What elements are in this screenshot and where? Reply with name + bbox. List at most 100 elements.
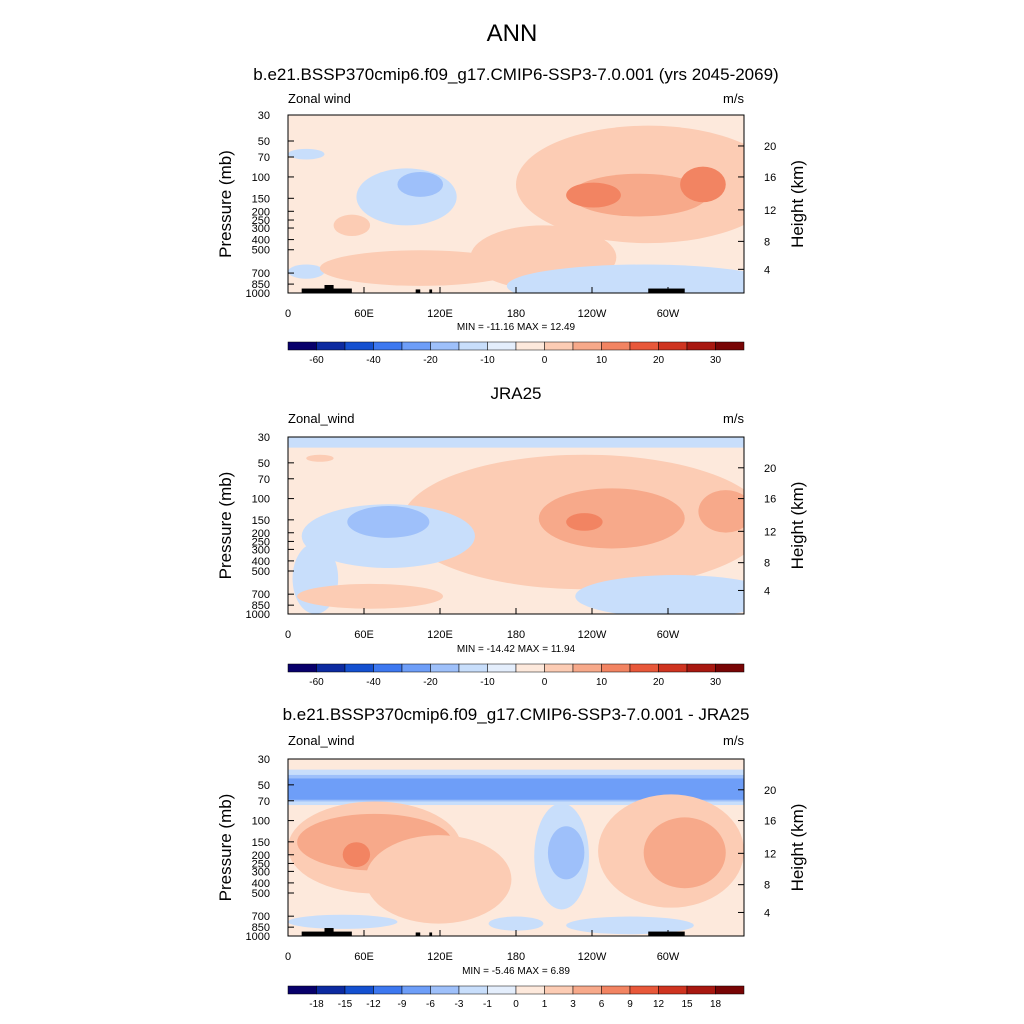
y-axis-label: Pressure (mb) <box>216 150 235 258</box>
colorbar-box <box>658 985 688 995</box>
y-tick-label: 1000 <box>246 288 270 300</box>
y-tick-label: 700 <box>252 268 270 280</box>
y-tick-label: 850 <box>252 922 270 934</box>
y-tick-label: 70 <box>258 152 270 164</box>
panel-variable-label: Zonal_wind <box>288 411 355 426</box>
height-tick-label: 4 <box>764 585 770 597</box>
colorbar-label: 3 <box>570 999 576 1010</box>
min-max-stats: MIN = -11.16 MAX = 12.49 <box>457 322 576 333</box>
x-tick-label: 120W <box>578 951 607 963</box>
colorbar-box <box>658 341 688 351</box>
x-tick-label: 60W <box>657 951 680 963</box>
colorbar-label: 6 <box>599 999 605 1010</box>
colorbar-label: 0 <box>513 999 519 1010</box>
colorbar-box <box>458 985 488 995</box>
height-tick-label: 16 <box>764 172 776 184</box>
y-tick-label: 150 <box>252 193 270 205</box>
colorbar-box <box>487 341 517 351</box>
y-tick-label: 30 <box>258 754 270 766</box>
contour-region <box>488 916 544 931</box>
contour-region <box>506 264 744 293</box>
colorbar-box <box>686 663 716 673</box>
colorbar-box <box>601 341 631 351</box>
colorbar-label: -40 <box>366 677 381 688</box>
colorbar-box <box>515 663 545 673</box>
colorbar-label: -40 <box>366 355 381 366</box>
x-tick-label: 60E <box>354 951 374 963</box>
colorbar-box <box>373 663 403 673</box>
y-tick-label: 250 <box>252 858 270 870</box>
colorbar-label: 9 <box>627 999 633 1010</box>
x-tick-label: 120E <box>427 308 453 320</box>
colorbar-box <box>715 985 745 995</box>
colorbar-box <box>601 985 631 995</box>
colorbar-box <box>601 663 631 673</box>
y-tick-label: 50 <box>258 136 270 148</box>
y-tick-label: 100 <box>252 816 270 828</box>
contour-fills <box>288 437 744 614</box>
colorbar-box <box>287 341 317 351</box>
x-tick-label: 0 <box>285 629 291 641</box>
contour-region <box>297 583 444 609</box>
panel-units-label: m/s <box>723 411 744 426</box>
y-tick-label: 1000 <box>246 931 270 943</box>
height-tick-label: 8 <box>764 236 770 248</box>
colorbar-box <box>715 663 745 673</box>
colorbar-label: 0 <box>542 677 548 688</box>
colorbar-label: -1 <box>483 999 492 1010</box>
contour-region <box>575 575 744 614</box>
y-tick-label: 1000 <box>246 609 270 621</box>
contour-region <box>643 817 726 889</box>
contour-region <box>547 826 585 880</box>
y-tick-label: 30 <box>258 110 270 122</box>
x-tick-label: 180 <box>507 951 525 963</box>
y-tick-label: 700 <box>252 911 270 923</box>
contour-region <box>365 835 512 924</box>
height-axis-label: Height (km) <box>788 482 807 570</box>
contour-region <box>566 513 603 531</box>
contour-region <box>288 264 325 279</box>
x-tick-label: 0 <box>285 951 291 963</box>
colorbar: -18 -15 -12 -9 -6 -3 -1 0 1 3 6 9 12 15 18 <box>287 985 745 1010</box>
colorbar-box <box>287 663 317 673</box>
y-tick-label: 200 <box>252 206 270 218</box>
panel-units-label: m/s <box>723 91 744 106</box>
contour-region <box>342 842 371 867</box>
colorbar-box <box>373 341 403 351</box>
contour-region <box>333 214 371 237</box>
colorbar-label: -20 <box>423 355 438 366</box>
x-tick-label: 180 <box>507 308 525 320</box>
colorbar-box <box>373 985 403 995</box>
y-tick-label: 850 <box>252 279 270 291</box>
topography-mask <box>415 932 421 936</box>
colorbar-box <box>629 341 659 351</box>
panel-title: b.e21.BSSP370cmip6.f09_g17.CMIP6-SSP3-7.… <box>283 705 750 724</box>
colorbar-box <box>344 985 374 995</box>
contour-region <box>319 250 521 286</box>
contour-fills <box>288 759 744 936</box>
colorbar-box <box>316 663 346 673</box>
y-tick-label: 100 <box>252 172 270 184</box>
x-tick-label: 120E <box>427 951 453 963</box>
colorbar-box <box>629 985 659 995</box>
topography-mask <box>324 284 334 293</box>
colorbar-box <box>430 663 460 673</box>
x-tick-label: 120W <box>578 308 607 320</box>
colorbar-box <box>629 663 659 673</box>
panel-variable-label: Zonal wind <box>288 91 351 106</box>
height-tick-label: 20 <box>764 463 776 475</box>
min-max-stats: MIN = -14.42 MAX = 11.94 <box>457 644 576 655</box>
colorbar-box <box>401 985 431 995</box>
colorbar-box <box>572 341 602 351</box>
colorbar-label: 20 <box>653 355 665 366</box>
contour-region <box>566 182 621 208</box>
height-tick-label: 4 <box>764 264 770 276</box>
colorbar-box <box>458 663 488 673</box>
x-tick-label: 120E <box>427 629 453 641</box>
colorbar-box <box>316 341 346 351</box>
y-tick-label: 300 <box>252 866 270 878</box>
colorbar-box <box>572 663 602 673</box>
colorbar-label: 20 <box>653 677 665 688</box>
colorbar-label: -20 <box>423 677 438 688</box>
